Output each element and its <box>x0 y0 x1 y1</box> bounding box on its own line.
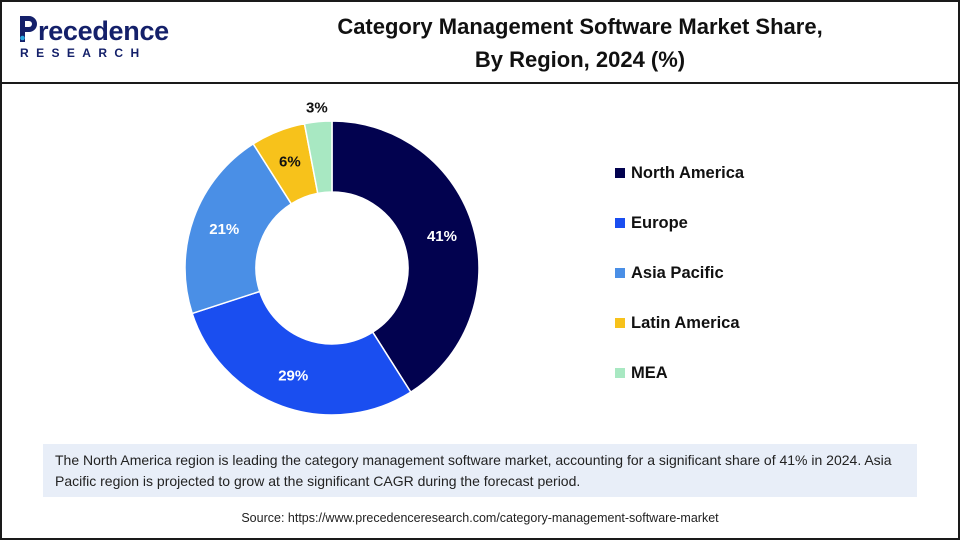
data-label-mea: 3% <box>306 100 328 117</box>
summary-note: The North America region is leading the … <box>43 444 917 497</box>
legend-swatch <box>615 168 625 178</box>
legend-swatch <box>615 218 625 228</box>
data-label-latin-america: 6% <box>279 154 301 171</box>
source-citation: Source: https://www.precedenceresearch.c… <box>0 511 960 525</box>
slice-asia-pacific <box>184 142 293 315</box>
logo-subtitle: RESEARCH <box>20 46 147 60</box>
legend-item-mea: MEA <box>615 348 915 398</box>
legend-label: MEA <box>631 363 668 382</box>
chart-title-line-1: Category Management Software Market Shar… <box>337 14 823 39</box>
chart-legend: North America Europe Asia Pacific Latin Ame… <box>615 148 915 398</box>
legend-label: Europe <box>631 213 688 232</box>
legend-item-europe: Europe <box>615 198 915 248</box>
legend-swatch <box>615 268 625 278</box>
data-label-north-america: 41% <box>427 228 457 245</box>
legend-label: North America <box>631 163 745 182</box>
donut-chart: 41% 29% 21% 6% 3% <box>184 100 480 416</box>
legend-item-asia-pacific: Asia Pacific <box>615 248 915 298</box>
legend-item-latin-america: Latin America <box>615 298 915 348</box>
legend-label: Latin America <box>631 313 740 332</box>
legend-item-north-america: North America <box>615 148 915 198</box>
slice-europe <box>191 290 412 416</box>
slice-north-america <box>331 120 480 394</box>
precedence-research-logo: recedence RESEARCH <box>18 14 169 70</box>
summary-note-text: The North America region is leading the … <box>55 452 892 489</box>
header: recedence RESEARCH Category Management S… <box>0 0 960 84</box>
legend-swatch <box>615 318 625 328</box>
data-label-europe: 29% <box>278 368 308 385</box>
logo-wordmark: recedence <box>38 16 169 46</box>
logo-p-icon <box>20 16 37 42</box>
slice-mea <box>303 120 333 195</box>
legend-label: Asia Pacific <box>631 263 724 282</box>
legend-swatch <box>615 368 625 378</box>
chart-title-line-2: By Region, 2024 (%) <box>474 47 686 72</box>
source-text: Source: https://www.precedenceresearch.c… <box>241 511 719 525</box>
data-label-asia-pacific: 21% <box>209 221 239 238</box>
chart-title: Category Management Software Market Shar… <box>230 10 930 76</box>
